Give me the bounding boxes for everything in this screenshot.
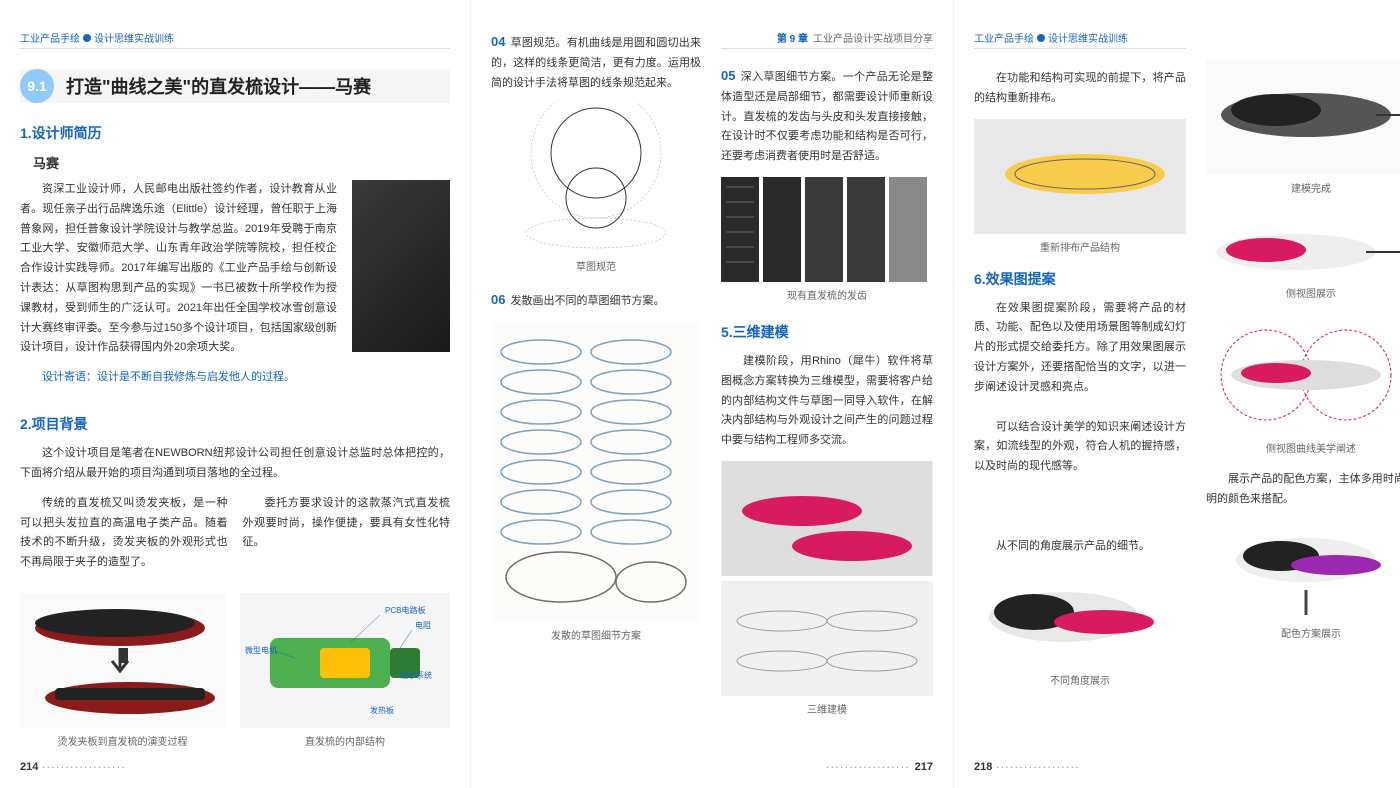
restructure-image	[974, 119, 1186, 234]
sec6-text: 06发散画出不同的草图细节方案。	[491, 288, 701, 312]
detail-sketches	[491, 322, 701, 622]
curve-aesthetic-image	[1206, 315, 1400, 435]
evolution-image	[20, 593, 225, 728]
sec9-p1: 在效果图提案阶段，需要将产品的材质、功能、配色以及使用场景图等制成幻灯片的形式提…	[974, 299, 1186, 398]
svg-text:PCB电路板: PCB电路板	[385, 605, 425, 615]
sec5-text: 05深入草图细节方案。一个产品无论是整体造型还是局部细节，都需要设计师重新设计。…	[721, 64, 933, 167]
svg-text:微型电机: 微型电机	[245, 645, 277, 655]
side-view-image	[1206, 225, 1400, 280]
chapter-title: 9.1 打造"曲线之美"的直发梳设计——马赛	[20, 69, 450, 103]
cap-evolution: 烫发夹板到直发梳的演变过程	[20, 733, 225, 748]
svg-text:电阻: 电阻	[415, 620, 431, 630]
cap-restructure: 重新排布产品结构	[974, 239, 1186, 254]
teeth-images	[721, 177, 931, 282]
page-num-218: 218 ··················	[974, 761, 1081, 773]
page-middle: 04草图规范。有机曲线是用圆和圆切出来的，这样的线条更简洁，更有力度。运用极简的…	[471, 0, 954, 788]
sec9-heading: 6.效果图提案	[974, 269, 1186, 289]
chapter-num: 第 9 章	[777, 30, 808, 45]
header-dot-icon	[83, 34, 91, 42]
cap-sketch: 草图规范	[491, 258, 701, 273]
sec9-p3: 从不同的角度展示产品的细节。	[974, 537, 1186, 557]
header-chapter: 第 9 章 工业产品设计实战项目分享	[721, 30, 933, 49]
cap-angles: 不同角度展示	[974, 672, 1186, 687]
sec2-p2: 传统的直发梳又叫烫发夹板，是一种可以把头发拉直的高温电子类产品。随着技术的不断升…	[20, 494, 228, 573]
sec9-p4: 展示产品的配色方案，主体多用时尚鲜明的颜色来搭配。	[1206, 470, 1400, 510]
header-brand: 工业产品手绘	[20, 30, 80, 45]
sec7-p1: 建模阶段，用Rhino（犀牛）软件将草图概念方案转换为三维模型，需要将客户给的内…	[721, 352, 933, 451]
designer-portrait	[352, 180, 450, 352]
header-sub: 设计思维实战训练	[94, 30, 174, 45]
chapter-badge: 9.1	[20, 69, 54, 103]
sec2-p3: 委托方要求设计的这款蒸汽式直发梳外观要时尚，操作便捷，要具有女性化特征。	[243, 494, 451, 553]
sec8-p1: 在功能和结构可实现的前提下，将产品的结构重新排布。	[974, 69, 1186, 109]
col-04-06: 04草图规范。有机曲线是用圆和圆切出来的，这样的线条更简洁，更有力度。运用极简的…	[491, 30, 701, 773]
header-left: 工业产品手绘 设计思维实战训练	[20, 30, 450, 49]
page-214: 工业产品手绘 设计思维实战训练 9.1 打造"曲线之美"的直发梳设计——马赛 1…	[0, 0, 471, 788]
internal-structure-image: PCB电路板 电阻 微型电机 输水系统 发热板	[240, 593, 450, 728]
model-complete-image	[1206, 60, 1400, 175]
sec7-heading: 5.三维建模	[721, 322, 933, 342]
designer-name: 马赛	[20, 153, 450, 172]
chapter-title-text: 打造"曲线之美"的直发梳设计——马赛	[66, 73, 371, 99]
page-218: 工业产品手绘 设计思维实战训练 在功能和结构可实现的前提下，将产品的结构重新排布…	[954, 0, 1400, 788]
sec2-p1: 这个设计项目是笔者在NEWBORN纽邦设计公司担任创意设计总监时总体把控的，下面…	[20, 444, 450, 484]
col-05-3d: 第 9 章 工业产品设计实战项目分享 05深入草图细节方案。一个产品无论是整体造…	[721, 30, 933, 773]
design-quote: 设计寄语：设计是不断自我修炼与启发他人的过程。	[20, 368, 337, 384]
cap-teeth: 现有直发梳的发齿	[721, 287, 933, 302]
page-num-217: ·················· 217	[826, 761, 933, 773]
svg-text:发热板: 发热板	[370, 705, 394, 715]
cap-curve: 侧视图曲线美学阐述	[1206, 440, 1400, 455]
sec9-p2: 可以结合设计美学的知识来阐述设计方案，如流线型的外观，符合人机的握持感，以及时尚…	[974, 418, 1186, 477]
chapter-text: 工业产品设计实战项目分享	[813, 30, 933, 45]
header-dot-r-icon	[1037, 34, 1045, 42]
header-218: 工业产品手绘 设计思维实战训练	[974, 30, 1186, 49]
rhino-screenshot-1	[721, 461, 933, 576]
col-right-218: 建模完成 侧视图展示 侧视图曲线美学阐述 展示产品的配色方案，主体多用时尚鲜明的…	[1206, 30, 1400, 773]
bio-text: 资深工业设计师，人民邮电出版社签约作者，设计教育从业者。现任亲子出行品牌逸乐途（…	[20, 180, 337, 358]
cap-colors: 配色方案展示	[1206, 625, 1400, 640]
cap-structure: 直发梳的内部结构	[240, 733, 450, 748]
col-left-218: 工业产品手绘 设计思维实战训练 在功能和结构可实现的前提下，将产品的结构重新排布…	[974, 30, 1186, 773]
cap-sideview: 侧视图展示	[1206, 285, 1400, 300]
rhino-screenshot-2	[721, 581, 933, 696]
bio-row: 资深工业设计师，人民邮电出版社签约作者，设计教育从业者。现任亲子出行品牌逸乐途（…	[20, 180, 450, 394]
sec4-text: 04草图规范。有机曲线是用圆和圆切出来的，这样的线条更简洁，更有力度。运用极简的…	[491, 30, 701, 93]
sketch-circles	[491, 103, 701, 253]
sec2-heading: 2.项目背景	[20, 414, 450, 434]
angle-view-image	[974, 567, 1174, 667]
sec2-columns: 传统的直发梳又叫烫发夹板，是一种可以把头发拉直的高温电子类产品。随着技术的不断升…	[20, 494, 450, 583]
cap-complete: 建模完成	[1206, 180, 1400, 195]
svg-text:输水系统: 输水系统	[400, 670, 432, 680]
sec1-heading: 1.设计师简历	[20, 123, 450, 143]
cap-3d: 三维建模	[721, 701, 933, 716]
header-brand-r: 工业产品手绘	[974, 30, 1034, 45]
header-sub-r: 设计思维实战训练	[1048, 30, 1128, 45]
sec2-images: 烫发夹板到直发梳的演变过程 PCB电路板 电阻 微型电机 输水系统 发热板 直发…	[20, 593, 450, 748]
color-scheme-image	[1206, 520, 1400, 620]
cap-details: 发散的草图细节方案	[491, 627, 701, 642]
page-num-214: 214 ··················	[20, 761, 127, 773]
